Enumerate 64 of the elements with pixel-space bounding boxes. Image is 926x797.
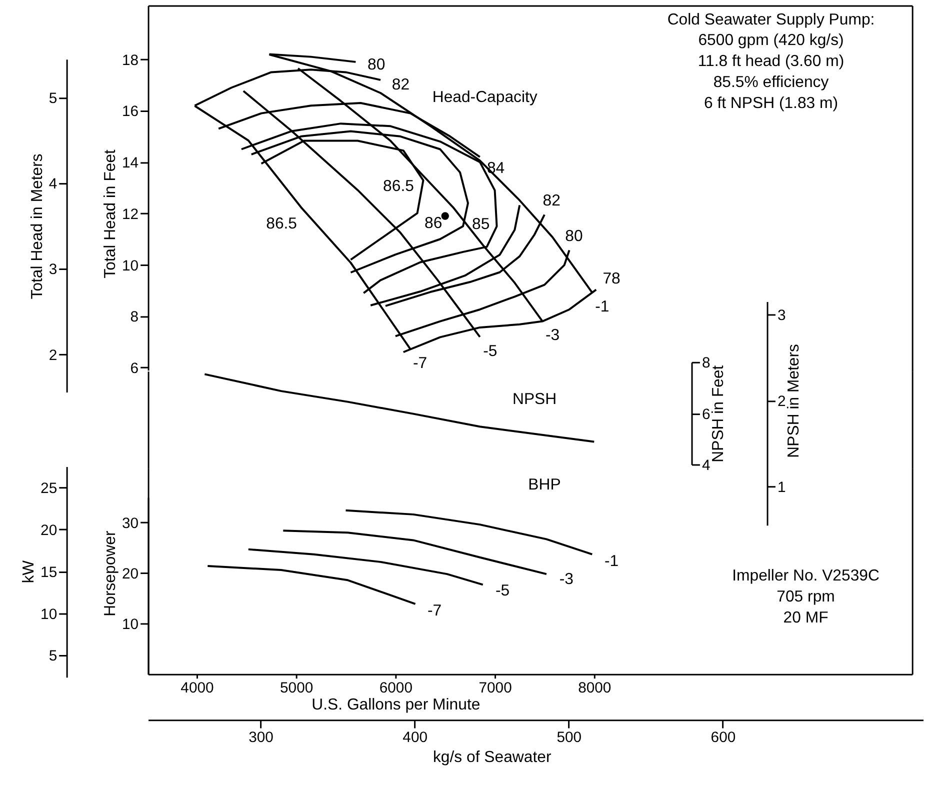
annotation: 86.5 [383,178,414,195]
annotation: 86.5 [266,216,298,233]
y-tick-label: 30 [122,516,139,532]
y-tick-label: 14 [122,156,139,172]
x-tick-label: 6000 [379,680,413,696]
x2-tick-label: 400 [402,730,428,746]
annotation: -7 [427,602,442,620]
annotation: -3 [545,327,560,344]
y2-axis-title: NPSH in Meters [785,344,802,458]
annotation: -7 [412,354,428,372]
y-tick-label: 20 [122,566,139,583]
y2-tick-label: 10 [40,606,58,623]
x2-tick-label: 300 [248,730,274,746]
y2-tick-label: 4 [48,176,58,193]
y-axis-title: NPSH in Feet [710,364,727,462]
x-tick-label: 5000 [280,680,314,696]
x2-tick-label: 500 [556,730,582,746]
y-tick-label: 10 [122,258,139,274]
annotation: 82 [542,192,561,210]
annotation: Head-Capacity [432,88,538,106]
annotation: Cold Seawater Supply Pump: 6500 gpm (420 kg/s) 11.8 ft head (3.60 m) 85.5% efficiency 6 ft NPSH (1.83 m) [667,11,875,112]
y-tick-label: 4 [702,458,710,474]
annotation: -1 [595,298,610,316]
x-tick-label: 7000 [478,680,512,696]
y2-tick-label: 5 [48,648,58,665]
annotation: -3 [559,571,574,588]
y-tick-label: 8 [130,310,139,326]
y2-tick-label: 1 [777,480,786,496]
x2-axis-title: kg/s of Seawater [432,749,552,766]
y2-tick-label: 3 [48,262,58,278]
x-axis-title: U.S. Gallons per Minute [312,696,480,714]
y2-tick-label: 2 [777,394,786,410]
y-tick-label: 12 [122,206,139,223]
annotation: 82 [392,76,410,94]
x-tick-label: 8000 [578,680,612,696]
annotation: -5 [495,582,510,600]
y-tick-label: 8 [702,356,710,372]
x2-tick-label: 600 [710,730,736,746]
y2-tick-label: 20 [40,522,58,539]
annotation: -1 [604,552,619,570]
y-tick-label: 16 [122,104,139,120]
y-axis-title: Total Head in Feet [102,148,120,278]
y2-tick-label: 15 [40,564,58,581]
y2-tick-label: 5 [48,91,58,108]
y-tick-label: 10 [122,617,139,634]
annotation: 86 [424,214,442,232]
annotation: Impeller No. V2539C 705 rpm 20 MF [732,568,880,626]
annotation: 78 [602,270,621,288]
y2-tick-label: 3 [777,308,786,324]
y2-tick-label: 2 [48,348,58,364]
y2-axis-title: kW [20,560,38,584]
annotation: 85 [472,216,490,234]
text: BHP [528,476,561,494]
annotation: -5 [483,342,498,360]
y2-tick-label: 25 [40,480,58,497]
y-axis-title: Horsepower [102,530,120,616]
x-tick-label: 4000 [180,680,214,696]
y-tick-label: 6 [130,360,139,377]
y-tick-label: 18 [122,52,139,69]
y-tick-label: 6 [702,406,710,423]
annotation: 80 [368,56,386,74]
annotation: 80 [565,228,583,246]
annotation: NPSH [512,390,557,408]
y2-axis-title: Total Head in Meters [28,154,46,300]
